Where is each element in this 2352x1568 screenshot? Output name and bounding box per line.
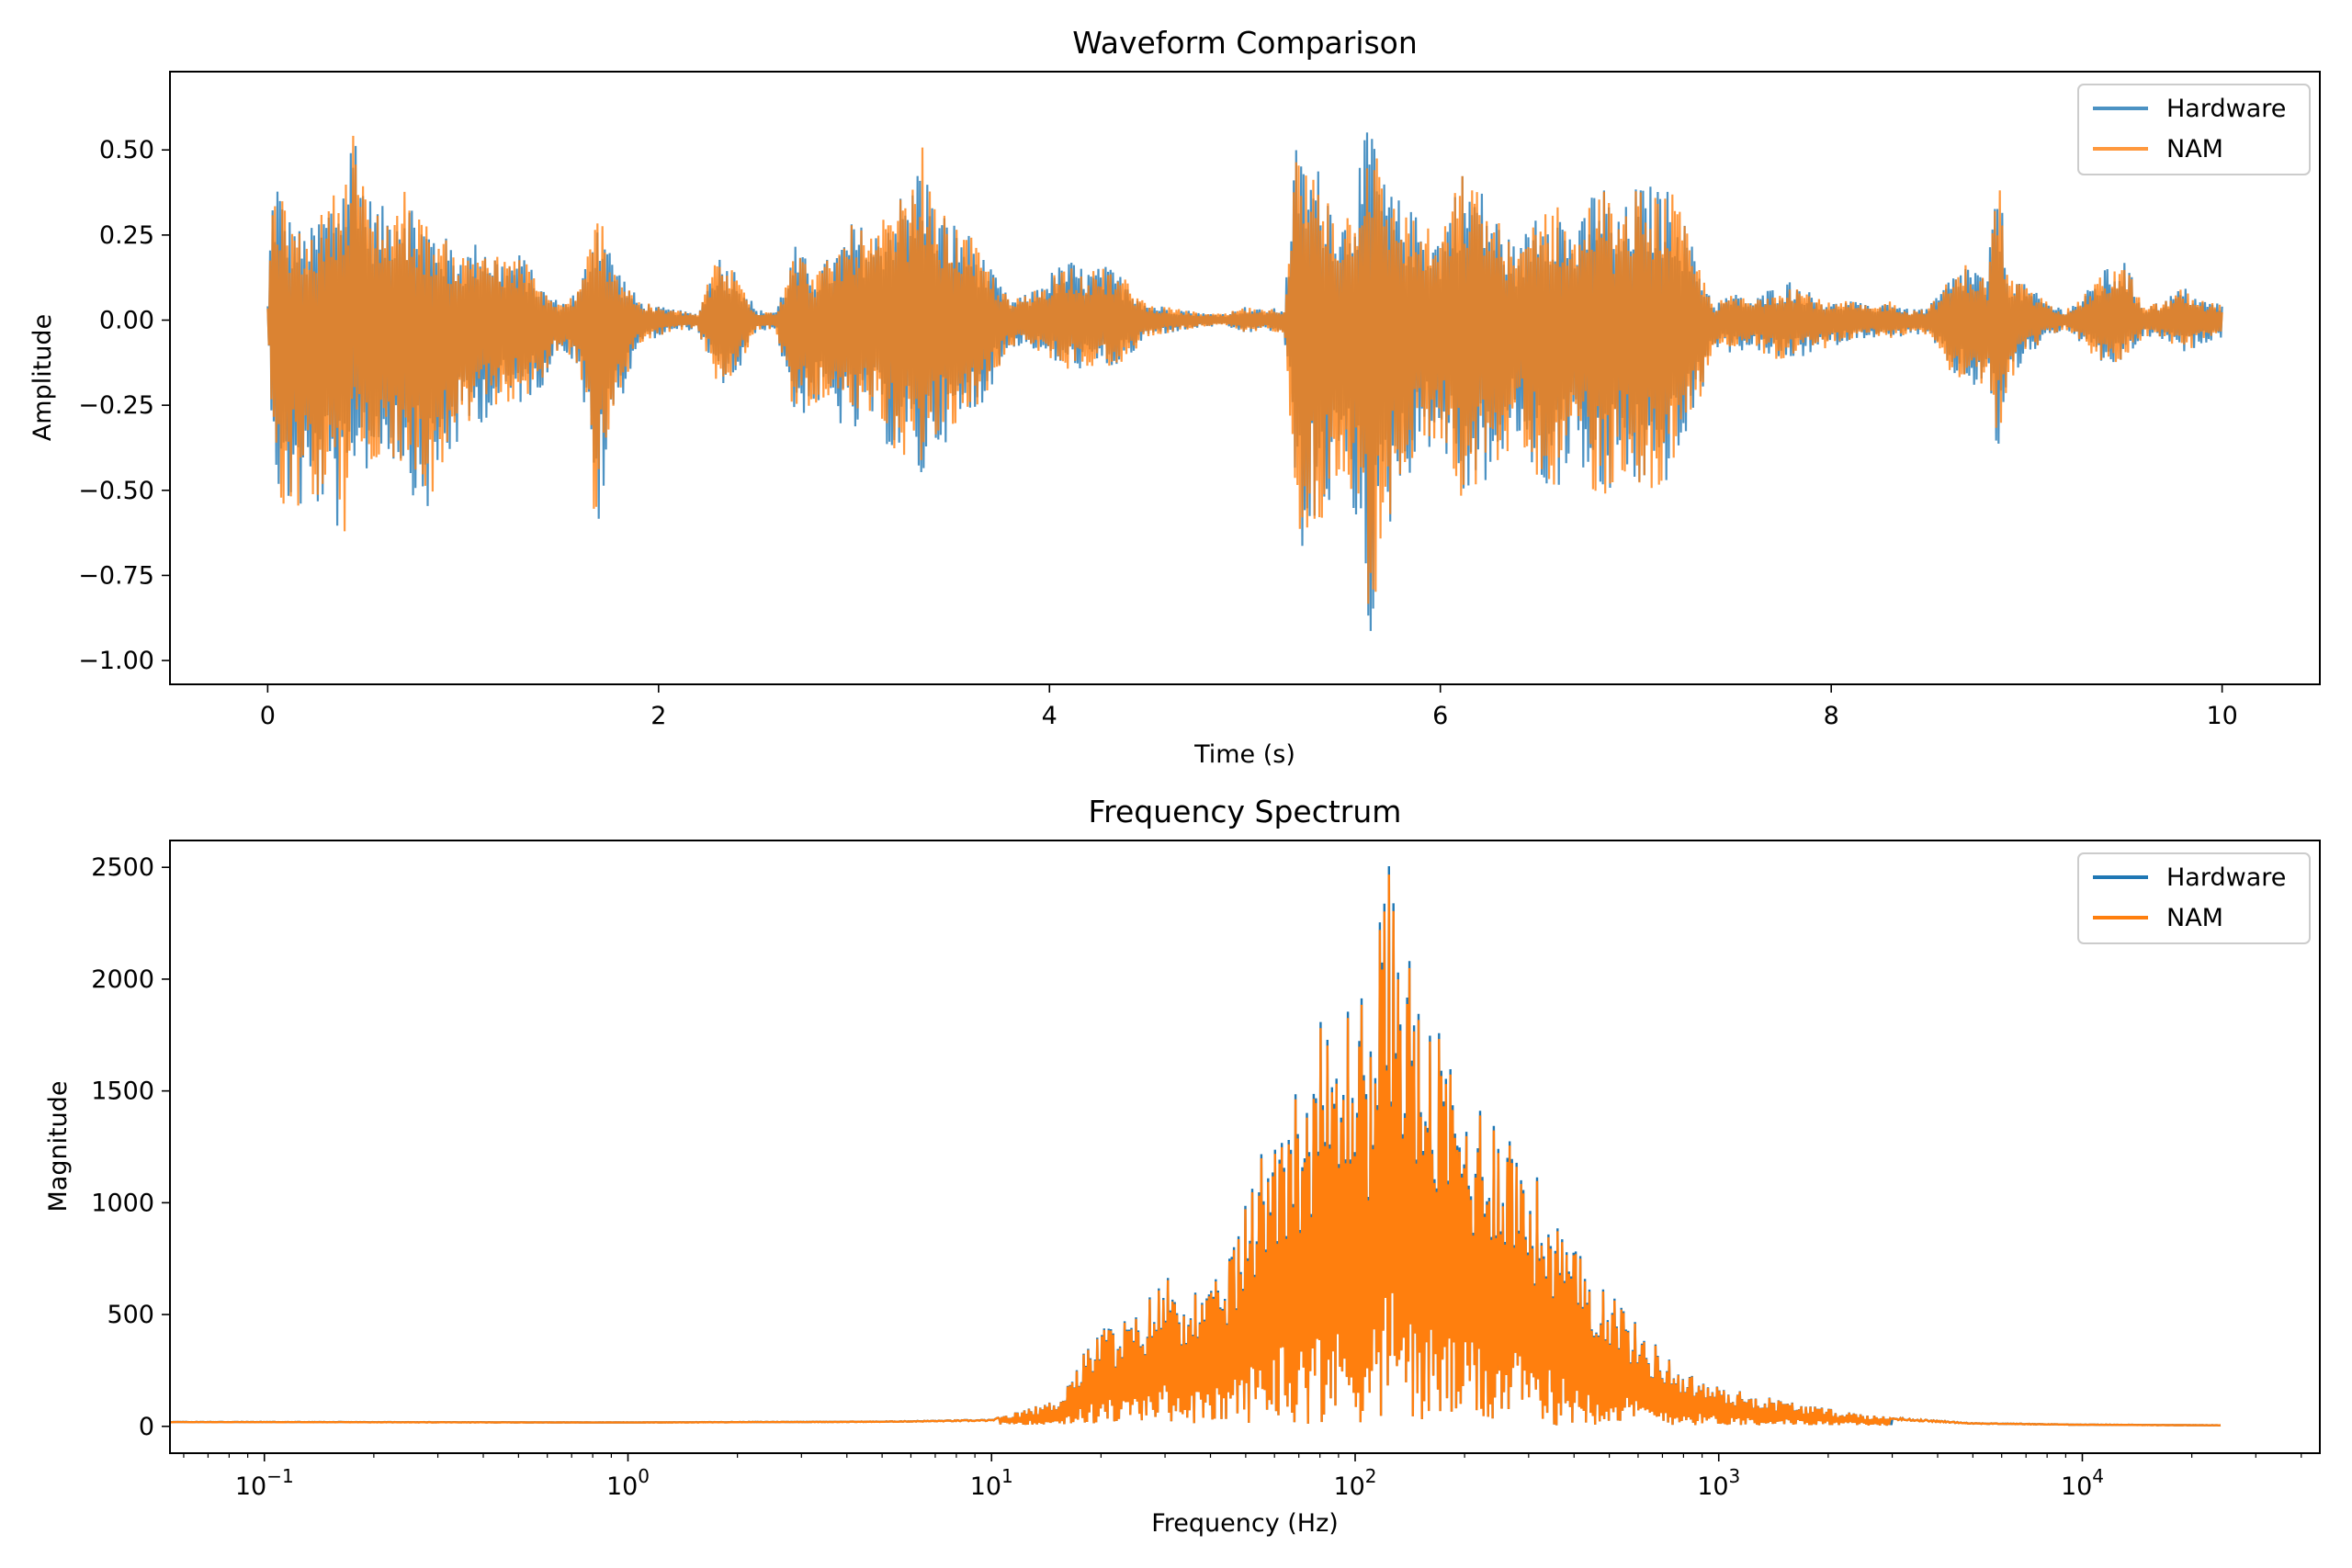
spectrum-x-tick-label: 103 <box>1697 1465 1740 1501</box>
spectrum-x-tick-label: 101 <box>970 1465 1013 1501</box>
waveform-x-tick-label: 0 <box>260 702 276 730</box>
waveform-panel: Waveform Comparison 0 2 4 6 8 10 0.50 0.25 0.00… <box>28 25 2321 769</box>
waveform-x-ticks: 0 2 4 6 8 10 <box>260 684 2238 730</box>
waveform-x-label: Time (s) <box>1193 740 1295 769</box>
spectrum-x-label: Frequency (Hz) <box>1151 1509 1339 1538</box>
waveform-title: Waveform Comparison <box>1072 25 1418 61</box>
spectrum-series-nam <box>170 874 2222 1427</box>
spectrum-y-tick-label: 500 <box>107 1301 154 1329</box>
waveform-x-tick-label: 4 <box>1042 702 1057 730</box>
waveform-y-tick-label: −1.00 <box>78 647 154 675</box>
waveform-y-tick-label: −0.75 <box>78 561 154 590</box>
waveform-axes-frame <box>169 71 2321 685</box>
spectrum-legend-nam-label: NAM <box>2166 904 2223 932</box>
spectrum-panel: Frequency Spectrum 10−1 100 101 102 103 104 2… <box>44 794 2321 1538</box>
waveform-y-tick-label: 0.50 <box>99 136 154 164</box>
waveform-y-label: Amplitude <box>28 314 57 441</box>
waveform-x-tick-label: 6 <box>1432 702 1448 730</box>
waveform-y-tick-label: 0.00 <box>99 307 154 335</box>
waveform-x-tick-label: 10 <box>2206 702 2237 730</box>
spectrum-plot-area <box>170 865 2222 1427</box>
waveform-legend-hardware-label: Hardware <box>2166 95 2286 123</box>
spectrum-legend: Hardware NAM <box>2077 852 2311 944</box>
spectrum-x-tick-label: 100 <box>606 1465 650 1501</box>
waveform-legend-nam-label: NAM <box>2166 135 2223 164</box>
spectrum-x-tick-label: 102 <box>1333 1465 1376 1501</box>
waveform-y-tick-label: −0.25 <box>78 391 154 420</box>
waveform-y-tick-label: −0.50 <box>78 477 154 505</box>
waveform-series-nam <box>266 135 2223 604</box>
waveform-x-tick-label: 2 <box>650 702 666 730</box>
spectrum-x-ticks: 10−1 100 101 102 103 104 <box>183 1453 2302 1501</box>
waveform-legend: Hardware NAM <box>2077 84 2311 175</box>
spectrum-title: Frequency Spectrum <box>1089 794 1402 829</box>
waveform-plot-area <box>266 132 2223 631</box>
spectrum-axes-frame <box>169 840 2321 1454</box>
spectrum-y-tick-label: 0 <box>139 1413 154 1441</box>
waveform-x-tick-label: 8 <box>1824 702 1839 730</box>
spectrum-y-ticks: 2500 2000 1500 1000 500 0 <box>91 853 170 1441</box>
spectrum-y-tick-label: 1500 <box>91 1077 154 1106</box>
spectrum-y-tick-label: 2000 <box>91 965 154 994</box>
spectrum-legend-hardware-label: Hardware <box>2166 863 2286 892</box>
spectrum-y-tick-label: 1000 <box>91 1189 154 1217</box>
spectrum-x-tick-label: 10−1 <box>235 1465 294 1501</box>
spectrum-x-tick-label: 104 <box>2061 1465 2104 1501</box>
waveform-y-tick-label: 0.25 <box>99 221 154 250</box>
waveform-y-ticks: 0.50 0.25 0.00 −0.25 −0.50 −0.75 −1.00 <box>78 136 170 675</box>
spectrum-y-tick-label: 2500 <box>91 853 154 882</box>
spectrum-y-label: Magnitude <box>44 1080 73 1212</box>
